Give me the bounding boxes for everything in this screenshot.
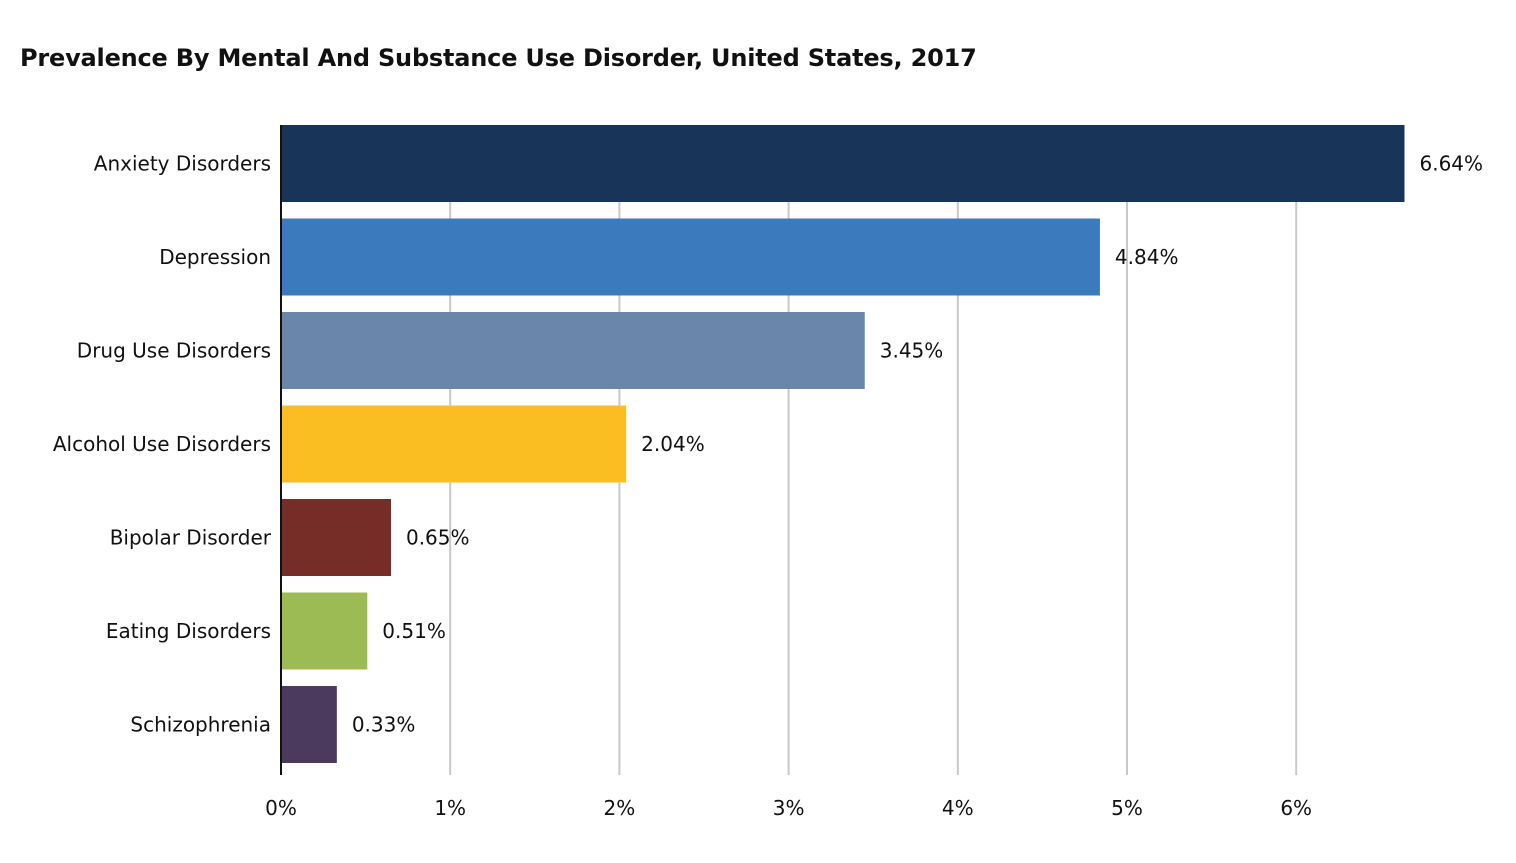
category-label-anxiety-disorders: Anxiety Disorders [94,152,271,176]
value-label-depression: 4.84% [1115,245,1179,269]
bar-bipolar-disorder [281,499,391,576]
category-label-bipolar-disorder: Bipolar Disorder [110,526,272,550]
x-tick-label-4: 4% [942,796,974,820]
value-label-schizophrenia: 0.33% [352,713,416,737]
bars [281,125,1405,763]
value-labels: 6.64% 4.84% 3.45% 2.04% 0.65% 0.51% 0.33% [352,152,1483,737]
x-tick-label-5: 5% [1111,796,1143,820]
bar-schizophrenia [281,686,337,763]
bar-eating-disorders [281,592,368,670]
category-label-drug-use-disorders: Drug Use Disorders [77,339,271,363]
x-tick-label-2: 2% [604,796,636,820]
bar-anxiety-disorders [281,125,1405,202]
bar-depression [281,218,1100,296]
category-label-depression: Depression [159,245,271,269]
chart-title: Prevalence By Mental And Substance Use D… [20,44,977,72]
category-label-eating-disorders: Eating Disorders [106,619,271,643]
value-label-anxiety-disorders: 6.64% [1419,152,1483,176]
value-label-alcohol-use-disorders: 2.04% [641,432,705,456]
x-tick-label-1: 1% [434,796,466,820]
value-label-eating-disorders: 0.51% [382,619,446,643]
value-label-drug-use-disorders: 3.45% [880,339,944,363]
x-tick-labels: 0% 1% 2% 3% 4% 5% 6% [265,796,1312,820]
x-tick-label-6: 6% [1280,796,1312,820]
category-labels: Anxiety Disorders Depression Drug Use Diso… [53,152,272,737]
category-label-schizophrenia: Schizophrenia [130,713,271,737]
value-label-bipolar-disorder: 0.65% [406,526,470,550]
bar-alcohol-use-disorders [281,405,627,483]
bar-drug-use-disorders [281,312,865,389]
x-tick-label-0: 0% [265,796,297,820]
category-label-alcohol-use-disorders: Alcohol Use Disorders [53,432,271,456]
x-tick-label-3: 3% [773,796,805,820]
